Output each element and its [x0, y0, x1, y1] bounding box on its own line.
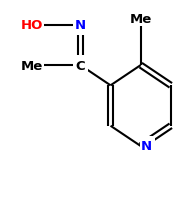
- FancyBboxPatch shape: [73, 16, 88, 35]
- Text: HO: HO: [20, 19, 43, 32]
- FancyBboxPatch shape: [73, 56, 88, 76]
- Text: N: N: [75, 19, 86, 32]
- FancyBboxPatch shape: [140, 136, 155, 156]
- Text: Me: Me: [21, 59, 43, 72]
- Text: C: C: [76, 59, 85, 72]
- Text: Me: Me: [129, 13, 152, 26]
- FancyBboxPatch shape: [19, 56, 44, 76]
- FancyBboxPatch shape: [128, 6, 153, 27]
- FancyBboxPatch shape: [15, 16, 44, 35]
- Text: N: N: [141, 140, 152, 153]
